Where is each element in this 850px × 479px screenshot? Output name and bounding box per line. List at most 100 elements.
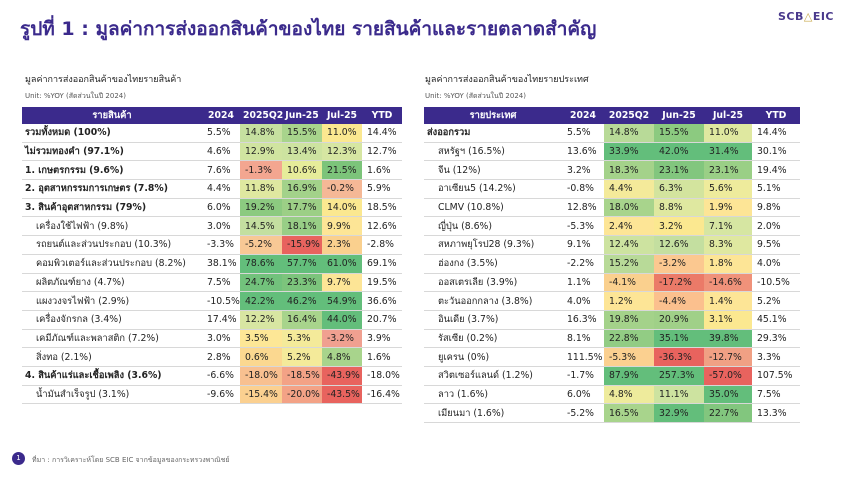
value-cell: 4.0% xyxy=(562,291,604,311)
row-label: ผลิตภัณฑ์ยาง (4.7%) xyxy=(22,273,202,293)
value-cell: 2.0% xyxy=(752,216,800,237)
right-table-unit: Unit: %YOY (สัดส่วนในปี 2024) xyxy=(425,92,526,100)
value-cell: 16.3% xyxy=(562,310,604,330)
value-cell: 3.5% xyxy=(240,329,282,349)
value-cell: 5.5% xyxy=(202,124,240,143)
right-header-cell: รายประเทศ xyxy=(424,107,562,124)
table-row: เมียนมา (1.6%) -5.2% 16.5% 32.9% 22.7% 13.3% xyxy=(424,403,800,423)
page-title: รูปที่ 1 : มูลค่าการส่งออกสินค้าของไทย ร… xyxy=(20,18,597,40)
value-cell: 57.7% xyxy=(282,254,322,274)
value-cell: 18.3% xyxy=(604,160,654,181)
value-cell: -10.5% xyxy=(202,291,240,311)
row-label: ส่งออกรวม xyxy=(424,124,562,143)
value-cell: 19.4% xyxy=(752,160,800,181)
value-cell: 20.7% xyxy=(362,310,402,330)
value-cell: 42.2% xyxy=(240,291,282,311)
value-cell: 15.5% xyxy=(654,124,704,143)
value-cell: 19.5% xyxy=(362,273,402,293)
value-cell: 6.0% xyxy=(562,385,604,405)
table-row: น้ำมันสำเร็จรูป (3.1%) -9.6% -15.4% -20.0% -… xyxy=(22,385,402,405)
value-cell: 3.9% xyxy=(362,329,402,349)
value-cell: 18.1% xyxy=(282,216,322,237)
value-cell: 1.4% xyxy=(704,291,752,311)
value-cell: 23.1% xyxy=(704,160,752,181)
table-row: สหรัฐฯ (16.5%) 13.6% 33.9% 42.0% 31.4% 30.1% xyxy=(424,142,800,162)
table-row: อินเดีย (3.7%) 16.3% 19.8% 20.9% 3.1% 45.1% xyxy=(424,310,800,330)
value-cell: 0.6% xyxy=(240,347,282,367)
value-cell: -6.6% xyxy=(202,366,240,386)
value-cell: 23.1% xyxy=(654,160,704,181)
value-cell: -12.7% xyxy=(704,347,752,367)
value-cell: -18.0% xyxy=(240,366,282,386)
value-cell: 3.0% xyxy=(202,329,240,349)
row-label: สหภาพยุโรป28 (9.3%) xyxy=(424,235,562,255)
table-row: รัสเซีย (0.2%) 8.1% 22.8% 35.1% 39.8% 29.3% xyxy=(424,329,800,349)
logo-main: SCB xyxy=(777,10,804,23)
row-label: ลาว (1.6%) xyxy=(424,385,562,405)
value-cell: 5.3% xyxy=(282,329,322,349)
value-cell: 19.2% xyxy=(240,198,282,218)
value-cell: -18.0% xyxy=(362,366,402,386)
value-cell: 15.5% xyxy=(282,124,322,143)
row-label: เครื่องใช้ไฟฟ้า (9.8%) xyxy=(22,216,202,237)
value-cell: 8.3% xyxy=(704,235,752,255)
value-cell: 14.0% xyxy=(322,198,362,218)
value-cell: 5.5% xyxy=(562,124,604,143)
value-cell: -4.4% xyxy=(654,291,704,311)
value-cell: -20.0% xyxy=(282,385,322,405)
source-note: ที่มา : การวิเคราะห์โดย SCB EIC จากข้อมู… xyxy=(32,456,230,464)
brand-logo: SCB△EIC xyxy=(778,10,834,23)
table-row: เครื่องจักรกล (3.4%) 17.4% 12.2% 16.4% 44.0%… xyxy=(22,310,402,330)
value-cell: 11.1% xyxy=(654,385,704,405)
value-cell: 17.4% xyxy=(202,310,240,330)
value-cell: 257.3% xyxy=(654,366,704,386)
table-row: 4. สินค้าแร่และเชื้อเพลิง (3.6%) -6.6% -18… xyxy=(22,366,402,386)
table-row: ออสเตรเลีย (3.9%) 1.1% -4.1% -17.2% -14.6% -1… xyxy=(424,273,800,293)
value-cell: 2.8% xyxy=(202,347,240,367)
value-cell: 12.4% xyxy=(604,235,654,255)
row-label: ญี่ปุ่น (8.6%) xyxy=(424,216,562,237)
value-cell: 3.3% xyxy=(752,347,800,367)
value-cell: 5.6% xyxy=(704,179,752,199)
left-header-cell: Jun-25 xyxy=(282,107,322,124)
row-label: น้ำมันสำเร็จรูป (3.1%) xyxy=(22,385,202,405)
table-row: เครื่องใช้ไฟฟ้า (9.8%) 3.0% 14.5% 18.1% 9.9%… xyxy=(22,216,402,237)
left-header-cell: 2024 xyxy=(202,107,240,124)
value-cell: -15.4% xyxy=(240,385,282,405)
value-cell: 3.1% xyxy=(704,310,752,330)
value-cell: 5.2% xyxy=(282,347,322,367)
value-cell: 33.9% xyxy=(604,142,654,162)
value-cell: 35.0% xyxy=(704,385,752,405)
table-row: ยูเครน (0%) 111.5% -5.3% -36.3% -12.7% 3.3% xyxy=(424,347,800,367)
value-cell: 1.2% xyxy=(604,291,654,311)
right-header-cell: 2024 xyxy=(562,107,604,124)
value-cell: -0.8% xyxy=(562,179,604,199)
value-cell: 6.0% xyxy=(202,198,240,218)
row-label: สวิตเซอร์แลนด์ (1.2%) xyxy=(424,366,562,386)
right-header-cell: Jul-25 xyxy=(704,107,752,124)
table-row: ฮ่องกง (3.5%) -2.2% 15.2% -3.2% 1.8% 4.0% xyxy=(424,254,800,274)
right-header-cell: 2025Q2 xyxy=(604,107,654,124)
value-cell: 12.7% xyxy=(362,142,402,162)
value-cell: 12.6% xyxy=(362,216,402,237)
value-cell: 35.1% xyxy=(654,329,704,349)
value-cell: 9.1% xyxy=(562,235,604,255)
value-cell: 4.4% xyxy=(604,179,654,199)
value-cell: 1.8% xyxy=(704,254,752,274)
value-cell: 44.0% xyxy=(322,310,362,330)
value-cell: -1.7% xyxy=(562,366,604,386)
value-cell: 6.3% xyxy=(654,179,704,199)
row-label: ยูเครน (0%) xyxy=(424,347,562,367)
value-cell: 13.6% xyxy=(562,142,604,162)
value-cell: 1.9% xyxy=(704,198,752,218)
left-header-cell: YTD xyxy=(362,107,402,124)
value-cell: 61.0% xyxy=(322,254,362,274)
value-cell: 5.9% xyxy=(362,179,402,199)
row-label: รวมทั้งหมด (100%) xyxy=(22,124,202,143)
value-cell: -2.8% xyxy=(362,235,402,255)
value-cell: 12.2% xyxy=(240,310,282,330)
value-cell: -43.5% xyxy=(322,385,362,405)
value-cell: 78.6% xyxy=(240,254,282,274)
value-cell: 12.9% xyxy=(240,142,282,162)
value-cell: -43.9% xyxy=(322,366,362,386)
